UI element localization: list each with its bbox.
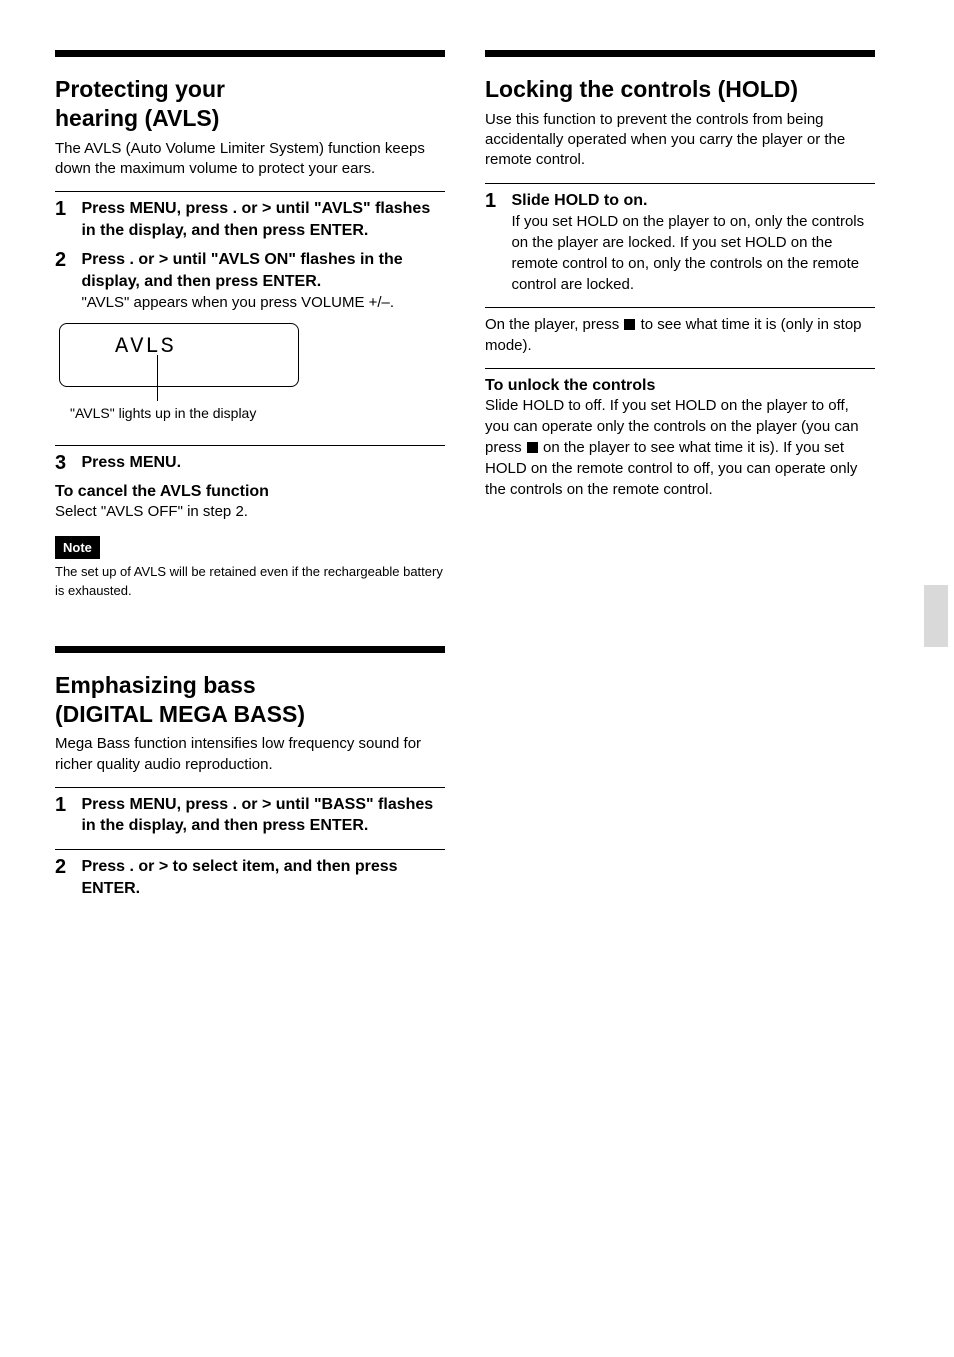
intro-bass: Mega Bass function intensifies low frequ… bbox=[55, 734, 445, 775]
unlock-heading: To unlock the controls bbox=[485, 377, 875, 395]
rule bbox=[485, 368, 875, 369]
stop-icon bbox=[527, 442, 538, 453]
step-title: Press . or > until "AVLS ON" flashes in … bbox=[81, 251, 402, 290]
lcd-text: AVLS bbox=[115, 334, 176, 359]
lcd-caption: "AVLS" lights up in the display bbox=[70, 405, 256, 421]
step-detail-2: On the player, press to see what time it… bbox=[485, 314, 875, 356]
heading-avls: Protecting your hearing (AVLS) bbox=[55, 75, 445, 133]
note-badge: Note bbox=[55, 536, 100, 559]
step-title: Slide HOLD to on. bbox=[511, 192, 647, 209]
rule bbox=[55, 191, 445, 192]
section-rule bbox=[55, 646, 445, 653]
heading-hold: Locking the controls (HOLD) bbox=[485, 75, 875, 104]
step-number: 1 bbox=[55, 198, 77, 221]
side-tab bbox=[924, 585, 948, 647]
step-title: Press MENU, press . or > until "BASS" fl… bbox=[81, 796, 433, 835]
section-rule bbox=[55, 50, 445, 57]
lcd-display: AVLS bbox=[59, 323, 299, 387]
cancel-text: Select "AVLS OFF" in step 2. bbox=[55, 501, 445, 522]
step-number: 3 bbox=[55, 452, 77, 475]
step-detail: If you set HOLD on the player to on, onl… bbox=[511, 213, 864, 293]
step-title: Press . or > to select item, and then pr… bbox=[81, 858, 397, 897]
rule bbox=[55, 445, 445, 446]
rule bbox=[55, 849, 445, 850]
step-detail: "AVLS" appears when you press VOLUME +/–… bbox=[81, 294, 394, 311]
step-number: 2 bbox=[55, 856, 77, 879]
step-number: 1 bbox=[55, 794, 77, 817]
rule bbox=[55, 787, 445, 788]
note-text: The set up of AVLS will be retained even… bbox=[55, 563, 445, 599]
stop-icon bbox=[624, 319, 635, 330]
lcd-pointer bbox=[157, 355, 158, 401]
rule bbox=[485, 183, 875, 184]
unlock-text: Slide HOLD to off. If you set HOLD on th… bbox=[485, 395, 875, 500]
intro-hold: Use this function to prevent the control… bbox=[485, 110, 875, 171]
step-title: Press MENU, press . or > until "AVLS" fl… bbox=[81, 200, 430, 239]
section-rule bbox=[485, 50, 875, 57]
cancel-heading: To cancel the AVLS function bbox=[55, 483, 445, 501]
step-number: 1 bbox=[485, 190, 507, 213]
step-title: Press MENU. bbox=[81, 454, 181, 471]
intro-avls: The AVLS (Auto Volume Limiter System) fu… bbox=[55, 139, 445, 180]
step-number: 2 bbox=[55, 249, 77, 272]
rule bbox=[485, 307, 875, 308]
heading-bass: Emphasizing bass (DIGITAL MEGA BASS) bbox=[55, 671, 445, 729]
